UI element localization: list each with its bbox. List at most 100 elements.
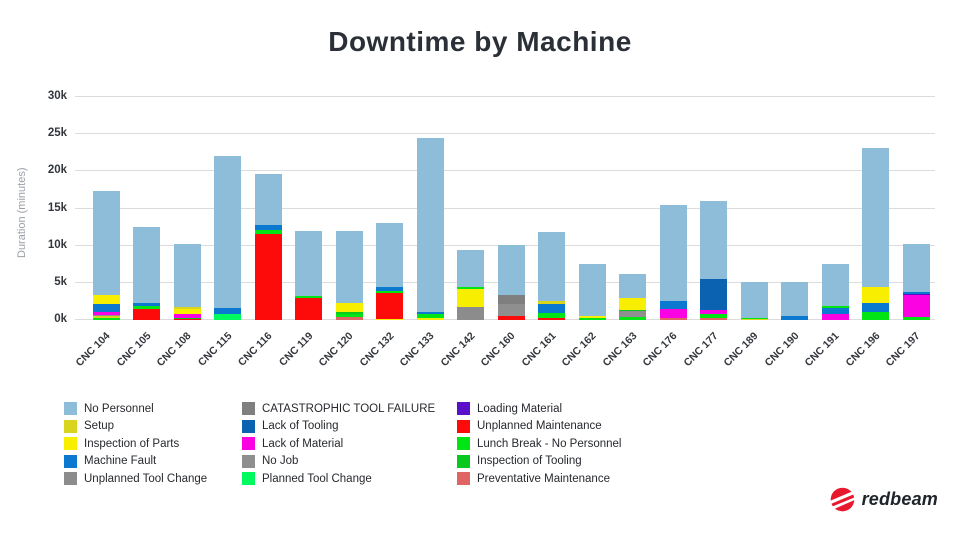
bar-segment-lunch-break-no-personnel[interactable] [821,305,849,309]
bar-segment-lack-of-material[interactable] [700,309,727,315]
bar-segment-lunch-break-no-personnel[interactable] [619,317,646,320]
legend-item-planned-tool-change[interactable]: Planned Tool Change [242,470,435,488]
legend-item-unplanned-tool-change[interactable]: Unplanned Tool Change [64,470,207,488]
bar-cnc-196[interactable] [862,147,889,320]
bar-segment-setup[interactable] [173,307,201,310]
bar-segment-lunch-break-no-personnel[interactable] [416,314,444,319]
bar-segment-no-job[interactable] [497,304,525,316]
bar-segment-preventative-maintenance[interactable] [659,317,687,320]
bar-segment-machine-fault[interactable] [659,300,687,310]
legend-item-inspection-of-tooling[interactable]: Inspection of Tooling [457,453,621,471]
bar-cnc-142[interactable] [457,250,484,320]
bar-segment-lunch-break-no-personnel[interactable] [700,314,727,318]
bar-segment-no-personnel[interactable] [254,174,282,225]
bar-segment-preventative-maintenance[interactable] [335,316,363,320]
bar-segment-inspection-of-parts[interactable] [92,295,120,305]
bar-segment-setup[interactable] [740,318,768,320]
bar-segment-no-personnel[interactable] [619,273,646,299]
bar-cnc-108[interactable] [173,244,201,320]
bar-segment-machine-fault[interactable] [538,304,565,314]
bar-cnc-104[interactable] [92,191,120,320]
bar-segment-catastrophic-tool-failure[interactable] [497,295,525,305]
bar-segment-machine-fault[interactable] [416,311,444,315]
bar-segment-inspection-of-parts[interactable] [862,287,889,303]
bar-segment-lunch-break-no-personnel[interactable] [902,317,930,320]
bar-segment-inspection-of-tooling[interactable] [173,317,201,319]
bar-segment-no-personnel[interactable] [214,155,241,309]
bar-segment-unplanned-maintenance[interactable] [173,318,201,320]
bar-segment-machine-fault[interactable] [214,308,241,315]
bar-cnc-177[interactable] [700,201,727,320]
bar-segment-lunch-break-no-personnel[interactable] [376,290,403,293]
bar-cnc-189[interactable] [740,282,768,320]
bar-segment-no-personnel[interactable] [416,137,444,312]
bar-segment-no-personnel[interactable] [335,230,363,303]
bar-cnc-133[interactable] [416,137,444,320]
bar-segment-unplanned-maintenance[interactable] [295,298,322,320]
bar-segment-lunch-break-no-personnel[interactable] [538,313,565,318]
bar-cnc-162[interactable] [578,264,606,320]
bar-cnc-120[interactable] [335,230,363,320]
bar-segment-lack-of-material[interactable] [821,314,849,320]
bar-segment-no-personnel[interactable] [457,250,484,287]
bar-segment-planned-tool-change[interactable] [214,314,241,320]
bar-segment-inspection-of-tooling[interactable] [619,309,646,312]
bar-segment-lunch-break-no-personnel[interactable] [457,286,484,289]
bar-segment-no-personnel[interactable] [862,147,889,288]
bar-segment-inspection-of-parts[interactable] [578,316,606,319]
legend-item-setup[interactable]: Setup [64,418,207,436]
bar-segment-no-personnel[interactable] [659,204,687,301]
bar-cnc-116[interactable] [254,174,282,320]
legend-item-lunch-break-no-personnel[interactable]: Lunch Break - No Personnel [457,435,621,453]
bar-cnc-161[interactable] [538,231,565,320]
bar-cnc-105[interactable] [133,227,160,320]
bar-segment-setup[interactable] [538,301,565,305]
bar-segment-setup[interactable] [92,316,120,319]
bar-segment-no-job[interactable] [92,314,120,317]
bar-segment-lack-of-material[interactable] [92,312,120,315]
bar-segment-lunch-break-no-personnel[interactable] [862,312,889,320]
bar-segment-lack-of-tooling[interactable] [700,279,727,310]
bar-segment-machine-fault[interactable] [376,286,403,291]
bar-segment-machine-fault[interactable] [781,315,808,320]
bar-segment-no-personnel[interactable] [700,201,727,280]
legend-item-lack-of-tooling[interactable]: Lack of Tooling [242,418,435,436]
bar-cnc-132[interactable] [376,223,403,320]
bar-segment-no-personnel[interactable] [821,263,849,306]
bar-segment-no-personnel[interactable] [133,227,160,303]
legend-item-loading-material[interactable]: Loading Material [457,400,621,418]
bar-segment-inspection-of-parts[interactable] [173,309,201,315]
bar-segment-unplanned-maintenance[interactable] [376,292,403,319]
bar-segment-lack-of-material[interactable] [173,314,201,318]
bar-cnc-160[interactable] [497,244,525,320]
bar-segment-no-personnel[interactable] [740,282,768,319]
bar-segment-unplanned-tool-change[interactable] [457,306,484,320]
legend-item-catastrophic-tool-failure[interactable]: CATASTROPHIC TOOL FAILURE [242,400,435,418]
bar-cnc-115[interactable] [214,155,241,320]
bar-segment-lack-of-material[interactable] [659,309,687,318]
bar-segment-machine-fault[interactable] [862,302,889,313]
bar-segment-lunch-break-no-personnel[interactable] [254,229,282,234]
bar-segment-unplanned-maintenance[interactable] [133,309,160,320]
bar-segment-machine-fault[interactable] [133,302,160,306]
legend-item-unplanned-maintenance[interactable]: Unplanned Maintenance [457,418,621,436]
bar-segment-no-personnel[interactable] [902,244,930,292]
bar-segment-no-personnel[interactable] [376,223,403,287]
bar-segment-inspection-of-parts[interactable] [619,298,646,310]
bar-segment-lunch-break-no-personnel[interactable] [92,318,120,320]
bar-segment-unplanned-maintenance[interactable] [497,315,525,320]
legend-item-machine-fault[interactable]: Machine Fault [64,453,207,471]
bar-segment-preventative-maintenance[interactable] [700,317,727,320]
bar-segment-loading-material[interactable] [902,294,930,296]
bar-segment-no-personnel[interactable] [538,231,565,302]
bar-segment-inspection-of-tooling[interactable] [335,312,363,315]
bar-segment-lunch-break-no-personnel[interactable] [133,305,160,310]
bar-segment-unplanned-maintenance[interactable] [254,233,282,320]
legend-item-no-job[interactable]: No Job [242,453,435,471]
legend-item-lack-of-material[interactable]: Lack of Material [242,435,435,453]
bar-segment-lunch-break-no-personnel[interactable] [335,314,363,317]
bar-segment-inspection-of-parts[interactable] [335,302,363,313]
bar-cnc-176[interactable] [659,204,687,320]
bar-segment-machine-fault[interactable] [92,304,120,313]
bar-cnc-190[interactable] [781,282,808,320]
